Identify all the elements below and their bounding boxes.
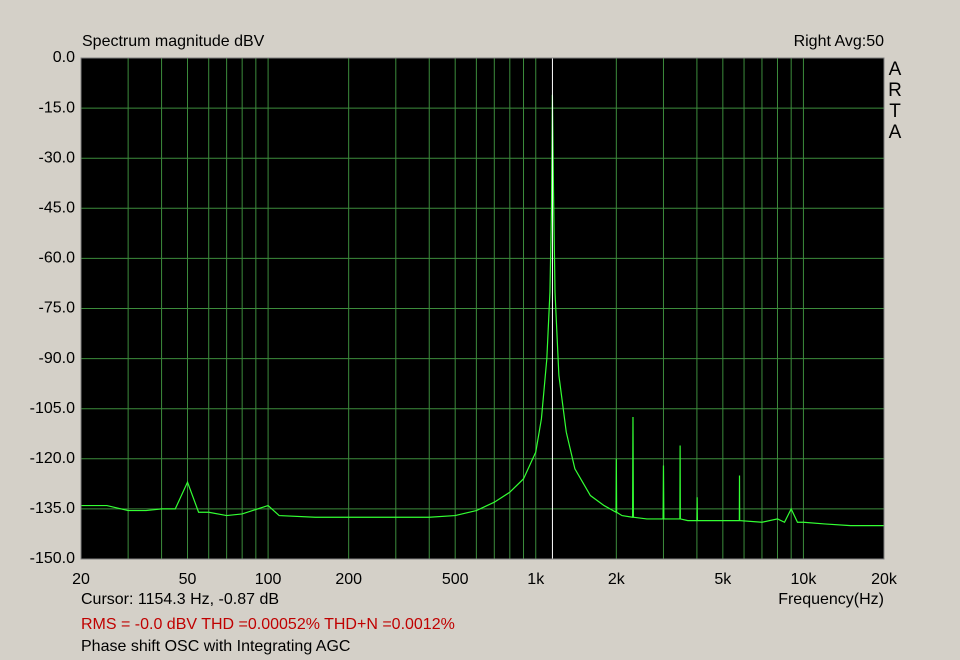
x-tick-label: 2k bbox=[608, 571, 626, 588]
y-tick-label: -90.0 bbox=[39, 350, 76, 367]
logo-letter: T bbox=[889, 101, 901, 122]
cursor-readout: Cursor: 1154.3 Hz, -0.87 dB bbox=[81, 591, 279, 608]
y-tick-label: -120.0 bbox=[30, 450, 75, 467]
plot-border bbox=[80, 57, 885, 560]
x-tick-label: 200 bbox=[335, 571, 362, 588]
y-tick-label: -45.0 bbox=[39, 200, 76, 217]
x-tick-label: 20k bbox=[871, 571, 898, 588]
y-tick-label: -135.0 bbox=[30, 500, 75, 517]
y-tick-label: -15.0 bbox=[39, 99, 76, 116]
footer: Phase shift OSC with Integrating AGC bbox=[81, 638, 350, 655]
y-tick-label: -75.0 bbox=[39, 300, 76, 317]
y-tick-label: 0.0 bbox=[53, 49, 75, 66]
x-axis-label: Frequency(Hz) bbox=[778, 591, 884, 608]
y-tick-label: -30.0 bbox=[39, 149, 76, 166]
logo-letter: R bbox=[888, 80, 902, 101]
x-tick-label: 10k bbox=[791, 571, 818, 588]
logo-letter: A bbox=[889, 122, 902, 143]
x-tick-label: 20 bbox=[72, 571, 90, 588]
x-tick-label: 1k bbox=[527, 571, 545, 588]
channel-label: Right Avg:50 bbox=[794, 33, 885, 50]
chart-title: Spectrum magnitude dBV bbox=[82, 33, 265, 50]
y-tick-label: -60.0 bbox=[39, 250, 76, 267]
x-tick-label: 5k bbox=[714, 571, 732, 588]
stats: RMS = -0.0 dBV THD =0.00052% THD+N =0.00… bbox=[81, 616, 455, 633]
spectrum-line bbox=[81, 94, 884, 527]
x-tick-label: 500 bbox=[442, 571, 469, 588]
logo-letter: A bbox=[889, 59, 902, 80]
y-tick-label: -105.0 bbox=[30, 400, 75, 417]
y-tick-label: -150.0 bbox=[30, 550, 75, 567]
x-tick-label: 100 bbox=[255, 571, 282, 588]
x-tick-label: 50 bbox=[179, 571, 197, 588]
